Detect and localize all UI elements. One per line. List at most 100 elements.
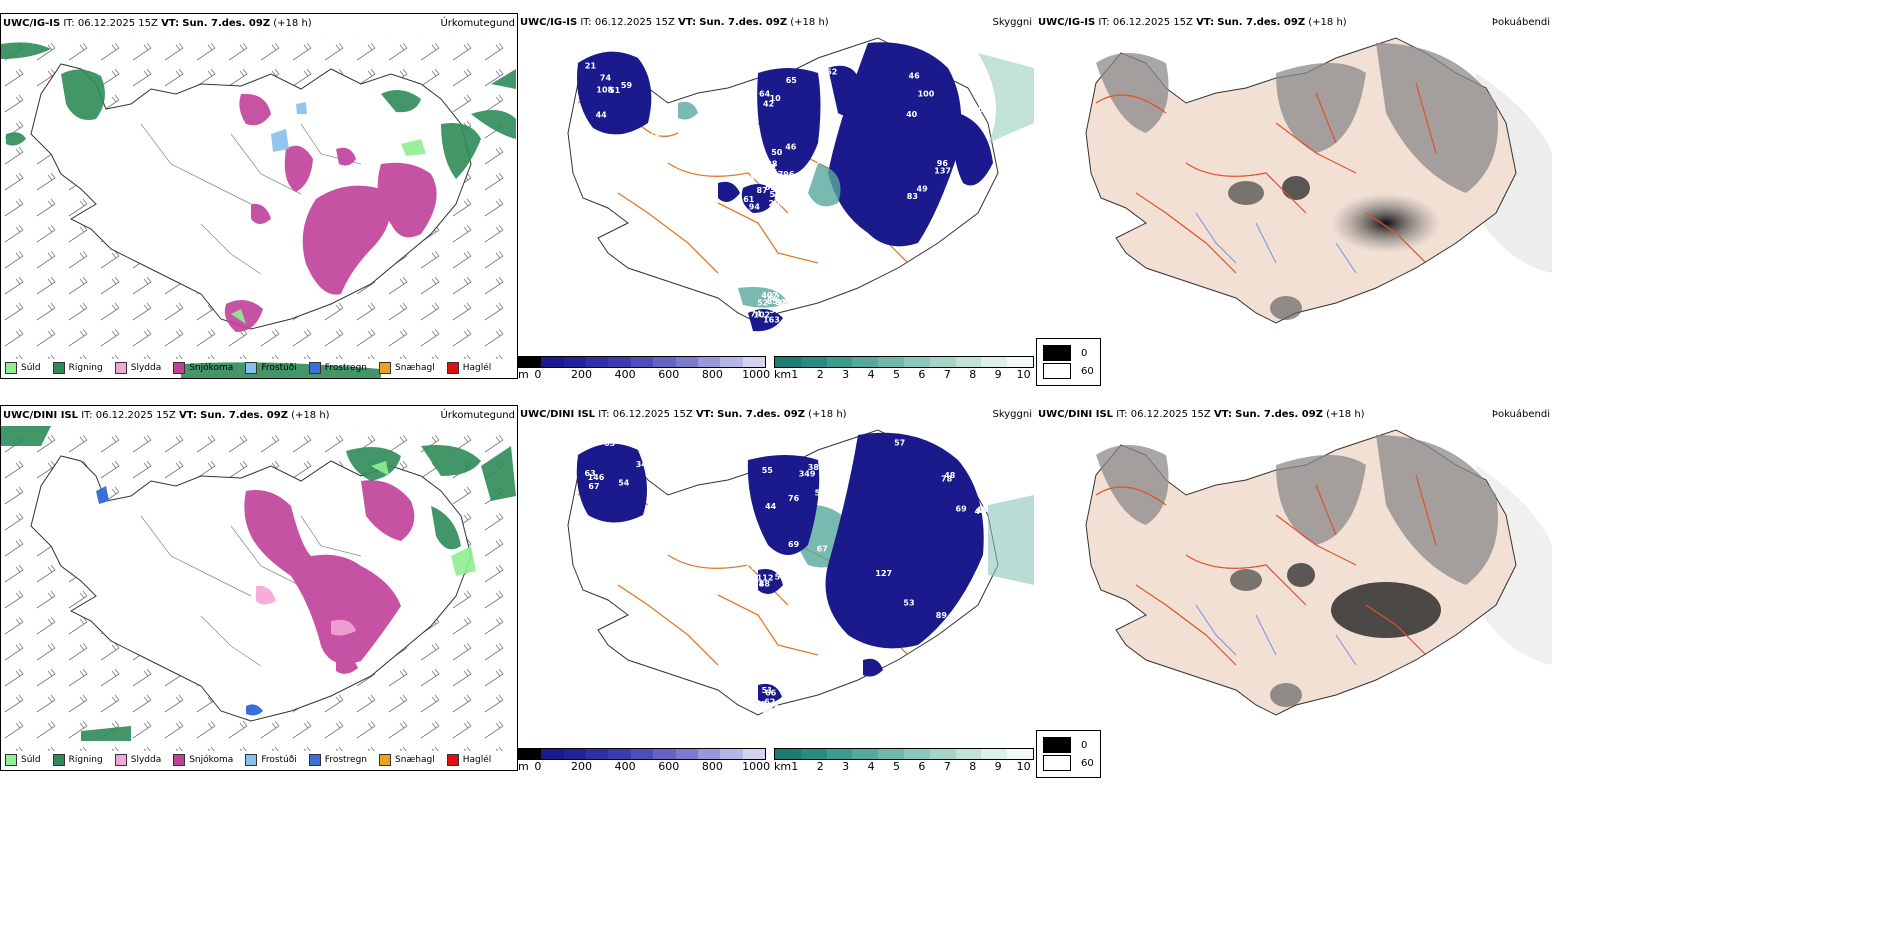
legend-swatch [379,754,392,766]
colorbar-tick-label: 0 [534,368,542,381]
visibility-value-label: 796 [778,170,795,179]
precip-panel-top: UWC/IG-IS IT: 06.12.2025 15Z VT: Sun. 7.… [0,13,518,379]
visibility-map: 6338444862675578626654635778136926951505… [567,429,1034,717]
visibility-value-label: 89 [936,611,948,620]
colorbar-tick-label: 5 [892,368,900,381]
colorbar-segment [675,357,698,367]
colorbar-segment [929,749,956,759]
colorbar-tick-label: 7 [943,760,951,773]
legend-item: 0 [1043,737,1094,753]
visibility-value-label: 69 [956,505,968,514]
legend-item: Haglél [446,754,491,766]
colorbar-tick-label: 1 [791,368,799,381]
colorbar-segment [720,749,743,759]
colorbar-tick-label: 10 [1016,368,1031,381]
colorbar-unit: km [774,368,792,381]
visibility-value-label: 55 [762,466,774,475]
colorbar-segment [586,749,609,759]
colorbar-segment [608,357,631,367]
colorbar-segment [903,357,930,367]
visibility-value-label: 74 [600,74,612,83]
visibility-value-label: 60 [646,65,658,74]
visibility-value-label: 167 [750,702,767,711]
colorbar-segment [630,749,654,759]
visibility-value-label: 11 [588,135,600,144]
visibility-value-label: 41 [580,125,592,134]
visibility-value-label: 99 [777,299,789,308]
visibility-value-label: 67 [978,105,989,114]
visibility-value-label: 76 [788,494,800,503]
visibility-value-label: 58 [780,557,792,566]
precip-snow-areas [224,93,437,332]
colorbar-segment [929,357,956,367]
precip-legend: Súld Rigning Slydda Snjókoma Frostúði Fr… [5,754,491,766]
colorbar-segment [630,357,654,367]
panel-header: UWC/DINI ISL IT: 06.12.2025 15Z VT: Sun.… [1038,409,1365,420]
legend-item: Slydda [114,362,161,374]
panel-type-label: Úrkomutegund [440,410,515,421]
visibility-value-label: 46 [657,503,669,512]
visibility-value-label: 45 [976,506,988,515]
visibility-value-label: 53 [903,598,914,607]
visibility-value-labels: 6338444862675578626654635778136926951505… [585,434,988,717]
panel-header: UWC/IG-IS IT: 06.12.2025 15Z VT: Sun. 7.… [520,17,829,28]
visibility-value-label: 64 [759,90,771,99]
legend-item: Frostúði [245,362,297,374]
colorbar-segment [586,357,609,367]
colorbar-tick-label: 400 [614,368,636,381]
visibility-value-label: 44 [765,502,777,511]
colorbar-segment [955,749,982,759]
visibility-value-label: 141 [760,163,777,172]
colorbar-segment [826,357,853,367]
visibility-value-label: 78 [753,580,765,589]
colorbar-tick-label: 10 [1016,760,1031,773]
colorbar-segment [519,749,542,759]
visibility-value-label: 87 [757,186,768,195]
colorbar-tick-label: 600 [658,368,680,381]
visibility-colorbar-km: km 1 2 3 4 5 6 7 8 9 10 [774,748,1034,774]
visibility-value-label: 203 [769,199,786,208]
legend-swatch [308,362,321,374]
colorbar-tick-label: 8 [969,368,977,381]
visibility-value-label: 108 [596,85,613,94]
visibility-value-label: 57 [769,306,780,315]
colorbar-tick-label: 9 [994,760,1002,773]
colorbar-segment [541,749,564,759]
visibility-value-label: 82 [785,559,796,568]
visibility-value-label: 63 [585,469,596,478]
fog-legend: 0 60 [1036,730,1101,778]
legend-swatch [173,754,186,766]
colorbar-tick-label: 200 [570,368,592,381]
visibility-value-label: 127 [875,569,892,578]
legend-item: Súld [5,754,41,766]
precip-map [1,426,517,751]
legend-item: Haglél [446,362,491,374]
legend-swatch [114,362,127,374]
colorbar-unit: m [518,760,529,773]
visibility-value-label: 146 [588,473,605,482]
visibility-value-label: 48 [759,580,771,589]
visibility-value-label: 66 [765,689,777,698]
colorbar-segment [852,357,879,367]
visibility-colorbar-m: m 0 200 400 600 800 1000 [518,748,770,774]
legend-swatch [1043,737,1071,753]
lead-time: (+18 h) [273,18,312,29]
visibility-value-label: 42 [763,99,774,108]
colorbar-tick-label: 9 [994,368,1002,381]
panel-type-label: Skyggni [992,409,1032,420]
visibility-value-label: 93 [768,702,779,711]
colorbar-tick-label: 2 [816,368,824,381]
visibility-value-label: 52 [757,299,768,308]
legend-swatch [52,754,65,766]
fog-panel-top: UWC/IG-IS IT: 06.12.2025 15Z VT: Sun. 7.… [1036,13,1552,386]
visibility-panel-bottom: UWC/DINI ISL IT: 06.12.2025 15Z VT: Sun.… [518,405,1034,773]
visibility-value-label: 56 [754,700,766,709]
visibility-value-label: 69 [788,540,800,549]
colorbar-unit: km [774,760,792,773]
visibility-value-label: 92 [624,527,635,536]
visibility-value-label: 46 [785,143,797,152]
visibility-value-label: 77 [773,190,784,199]
panel-type-label: Þokuábendi [1491,409,1550,420]
precip-map [1,34,517,378]
